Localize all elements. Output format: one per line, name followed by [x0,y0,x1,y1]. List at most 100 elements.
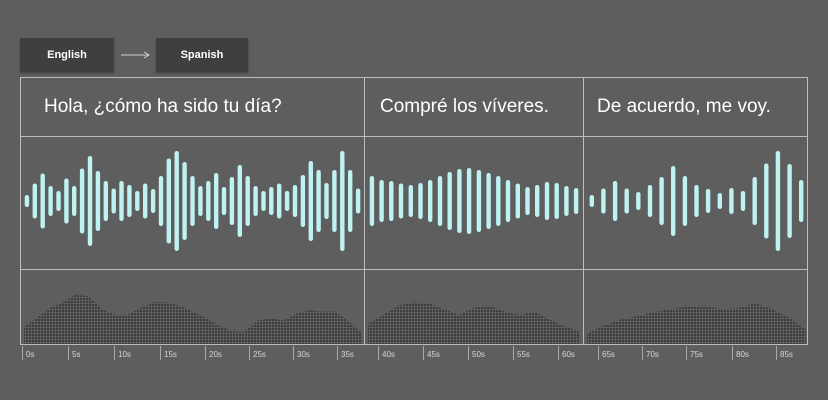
waveform-bar [95,171,101,231]
waveform-bar [214,173,219,229]
waveform-bar [612,181,618,221]
waveform-bar [340,151,345,251]
segment-1-text[interactable]: Hola, ¿cómo ha sido tu día? [44,96,282,117]
timeline-label: 50s [472,350,485,359]
waveform-bar [573,188,579,214]
waveform-bar [428,180,433,222]
waveform-bar [111,188,116,214]
waveform-bar [379,180,384,222]
waveform-bar [308,161,313,241]
divider-waveform [21,269,807,270]
timeline-tick [642,346,643,360]
waveform-bar [705,189,711,213]
waveform-bar [198,186,203,216]
divider-segment-1 [364,78,365,344]
waveform-bar [190,176,195,226]
waveform-bar [447,172,452,230]
waveform-bar [237,165,242,237]
timeline-tick [114,346,115,360]
density-field [24,295,361,344]
timeline-tick [513,346,514,360]
waveform-bar [32,183,37,219]
timeline-label: 30s [297,350,310,359]
waveform-bar [229,177,235,225]
waveform-bar [457,169,462,233]
waveform-bar [206,181,211,221]
timeline-label: 10s [118,350,131,359]
waveform-bar [752,177,757,225]
waveform-bar [355,188,361,214]
density-field [587,304,806,344]
target-language-button[interactable]: Spanish [156,38,248,72]
target-language-label: Spanish [180,49,224,61]
timeline-tick [598,346,599,360]
timeline-tick [205,346,206,360]
waveform-bar [476,170,482,232]
waveform-bar [496,176,501,226]
waveform-bar [253,186,258,216]
timeline-label: 45s [427,350,440,359]
timeline-tick [249,346,250,360]
waveform-bar [589,195,594,207]
timeline-tick [293,346,294,360]
timeline-label: 35s [341,350,354,359]
waveform-bar [150,189,156,213]
waveform-bar [56,191,61,211]
timeline-tick [378,346,379,360]
timeline-label: 0s [26,350,35,359]
timeline-label: 15s [164,350,177,359]
waveform-bar [624,188,629,214]
waveform-bar [437,176,443,226]
density-field [368,302,579,344]
timeline-label: 60s [562,350,575,359]
waveform-bar [525,187,530,215]
waveform-bar [127,185,132,217]
waveform-bar [277,183,282,219]
timeline-tick [160,346,161,360]
waveform-bar [554,183,559,219]
waveform-bar [671,166,676,236]
waveform-bar [369,176,375,226]
divider-text [21,136,807,137]
waveform-bar [486,173,491,229]
divider-segment-2 [583,78,584,344]
timeline-label: 85s [780,350,793,359]
segment-3-text[interactable]: De acuerdo, me voy. [597,96,771,117]
timeline-label: 5s [72,350,81,359]
waveform-bar [24,195,30,207]
waveform-bar [324,183,329,219]
waveform-bar [787,164,792,238]
waveform-bar [292,185,298,217]
timeline-tick [423,346,424,360]
waveform-bar [174,151,179,251]
waveform-bar [694,185,699,217]
timeline-tick [558,346,559,360]
waveform-bar [764,163,769,239]
timeline-ruler[interactable]: 0s 5s 10s 15s 20s 25s 30s 35s 40s 45s 50s 55s 60s 65s… [20,346,808,366]
waveform-bar [245,176,250,226]
timeline-tick [732,346,733,360]
waveform-bar [647,185,653,217]
waveform-bar [408,185,413,217]
waveform-bar [48,186,53,216]
waveform-bar [103,181,108,221]
waveform-bar [269,187,274,215]
segment-2-text[interactable]: Compré los víveres. [380,96,549,117]
timeline-label: 25s [253,350,266,359]
source-language-label: English [47,49,87,61]
waveform-bar [544,182,550,220]
arrow-right-icon [121,51,150,59]
waveform-bar [284,191,290,211]
source-language-button[interactable]: English [20,38,114,72]
waveform-visualization[interactable] [21,78,809,346]
waveform-bar [332,170,337,232]
transcript-panel: Hola, ¿cómo ha sido tu día? Compré los v… [20,77,808,345]
timeline-label: 55s [517,350,530,359]
waveform-bar [40,173,45,229]
waveform-bar [182,162,187,240]
waveform-bar [535,185,540,217]
waveform-bar [659,177,664,225]
waveform-bar [261,191,266,211]
waveform-bar [740,191,746,211]
waveform-bar [418,183,423,219]
